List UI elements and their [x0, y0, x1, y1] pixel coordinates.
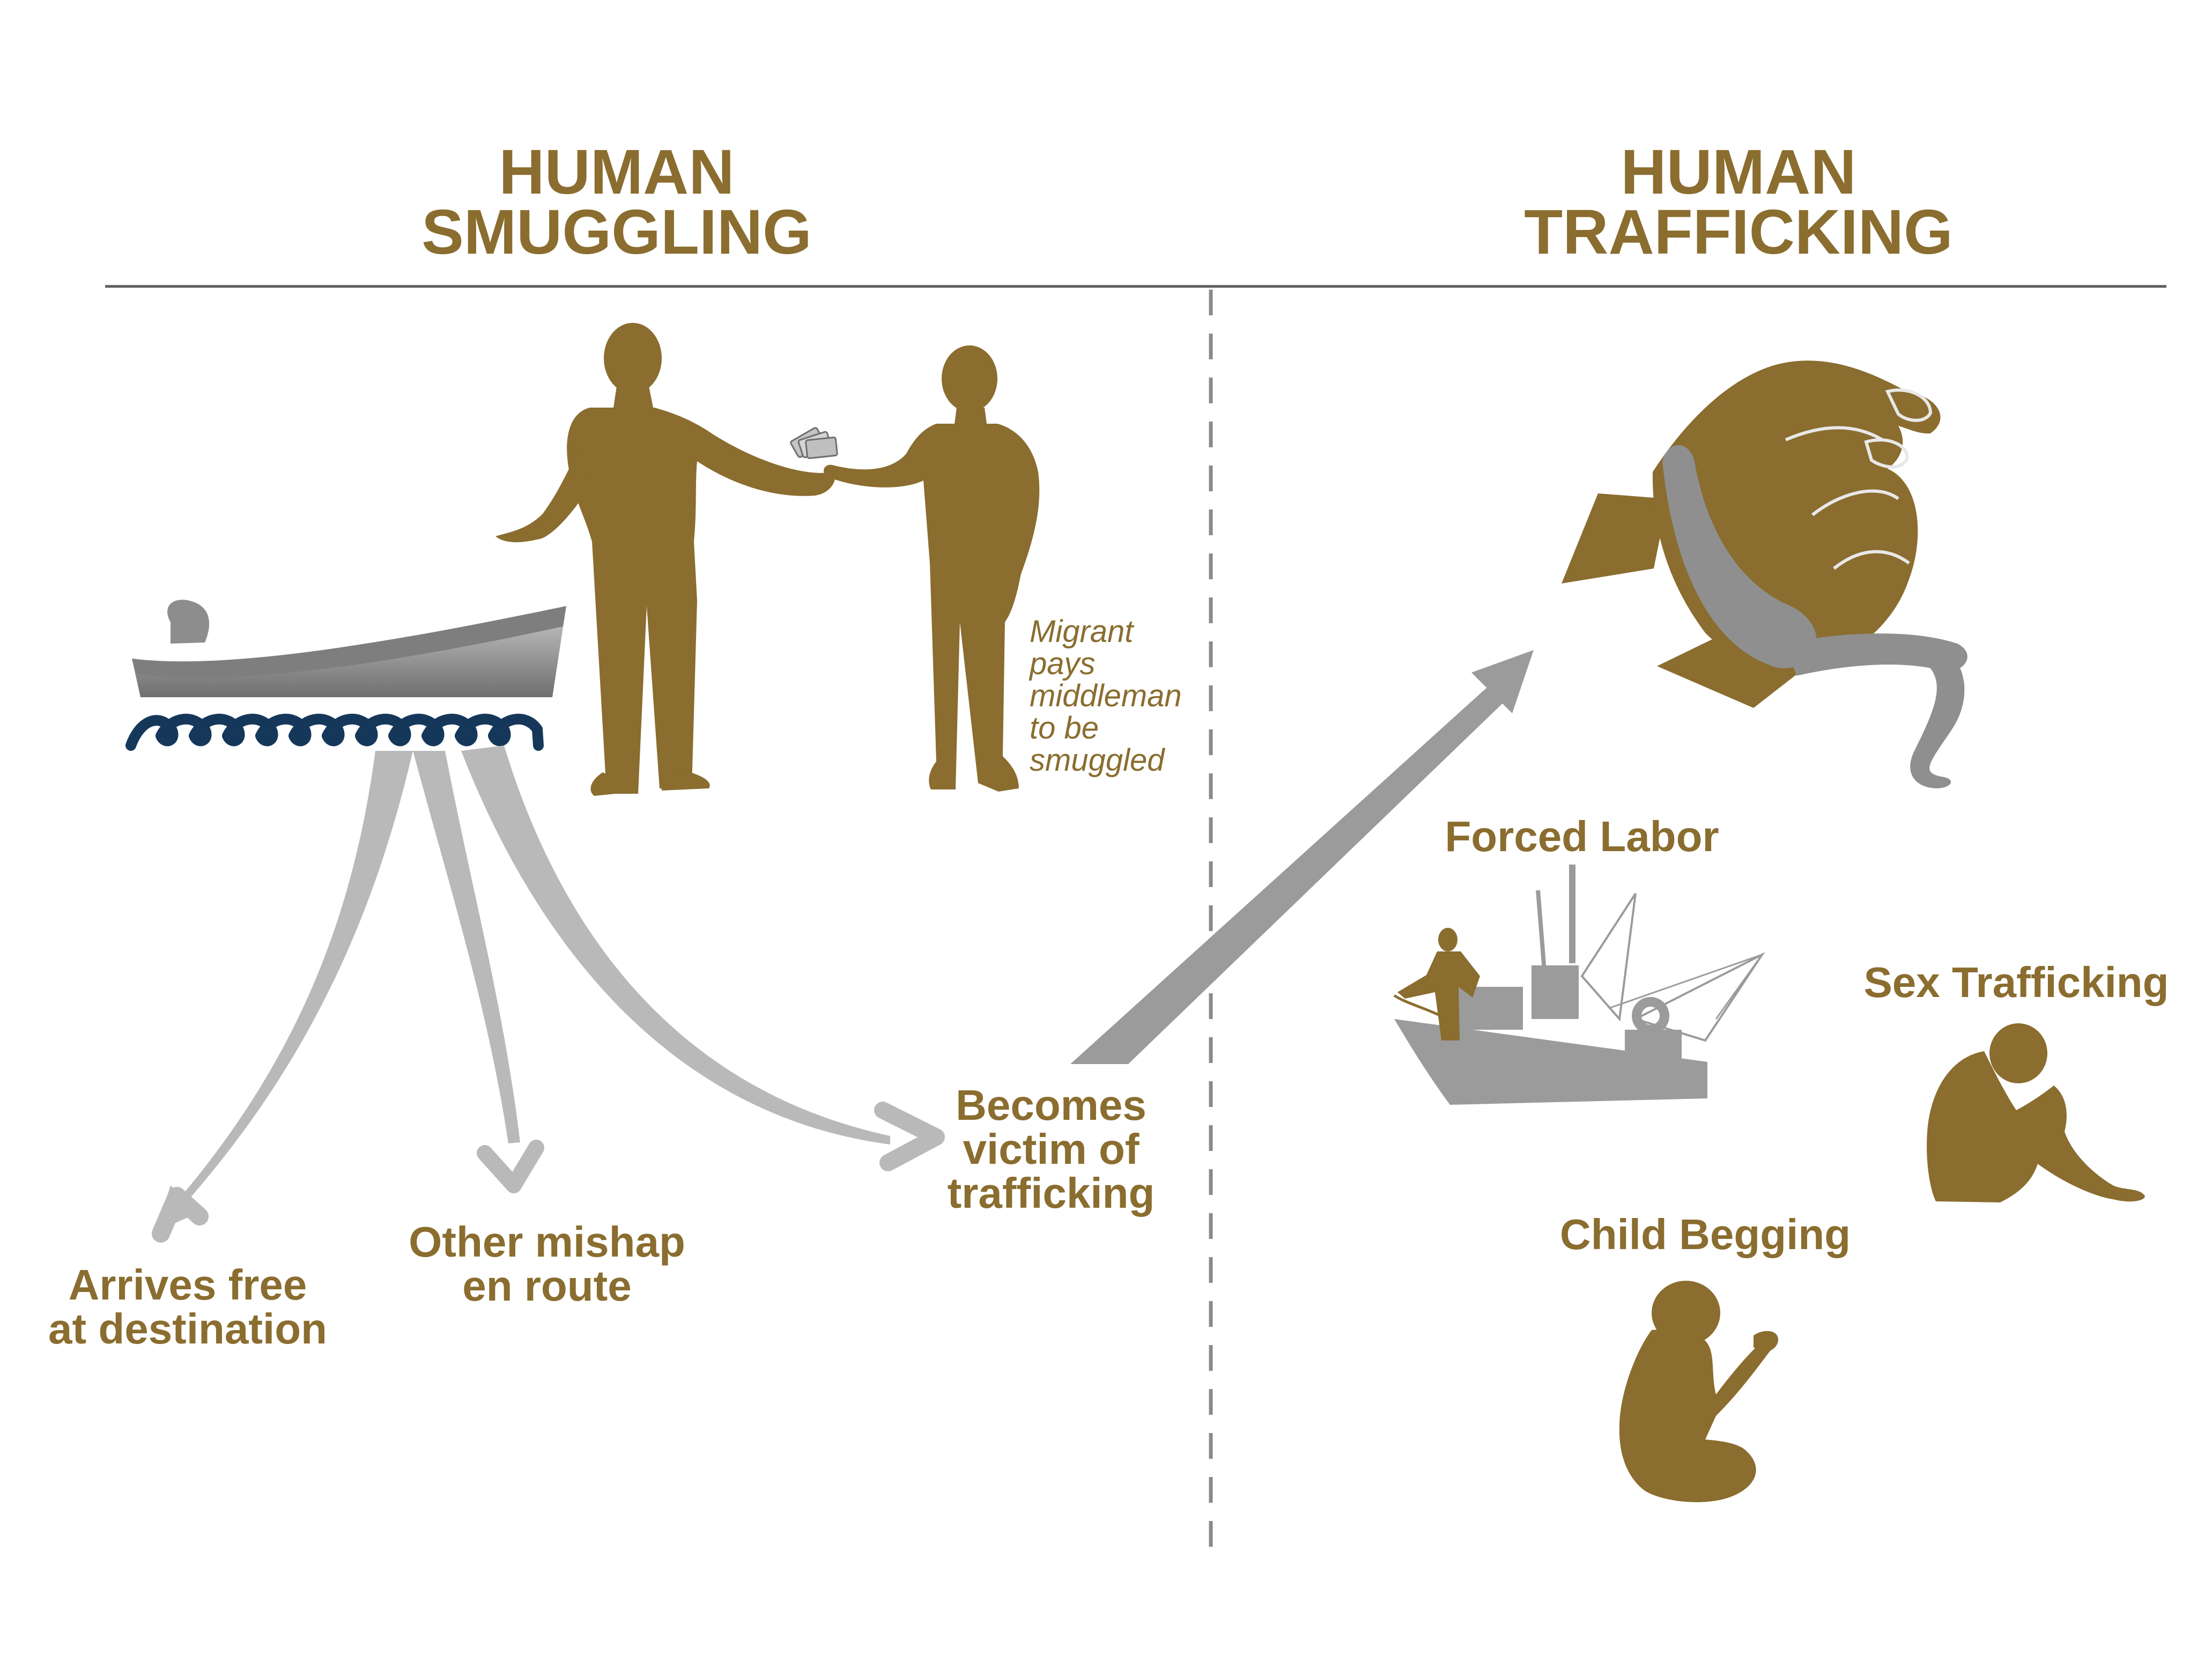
outcome-victim-line2: victim of: [963, 1125, 1140, 1173]
smuggler-icon: [495, 323, 835, 796]
smuggling-heading: HUMAN SMUGGLING: [322, 137, 912, 268]
category-child-begging: Child Begging: [1559, 1210, 1851, 1258]
smuggling-heading-line2: SMUGGLING: [421, 197, 812, 268]
arrow-mishap: [413, 751, 544, 1193]
category-forced-labor: Forced Labor: [1445, 813, 1719, 860]
crouching-person-icon: [1927, 1023, 2145, 1202]
outcome-victim-line1: Becomes: [956, 1081, 1146, 1129]
payment-note: Migrant pays middleman to be smuggled: [1030, 616, 1182, 777]
boat-icon: [125, 600, 566, 751]
bound-hands-icon: [1562, 360, 1967, 788]
outcome-arrives-free: Arrives free at destination: [32, 1263, 343, 1351]
payment-note-line: to be: [1030, 711, 1099, 745]
payment-note-line: Migrant: [1030, 614, 1134, 649]
arrow-arrives-free: [152, 751, 413, 1243]
payment-note-line: smuggled: [1030, 743, 1165, 778]
outcome-mishap-line1: Other mishap: [409, 1218, 685, 1266]
outcome-arrives-free-line1: Arrives free: [68, 1261, 307, 1309]
outcome-mishap: Other mishap en route: [397, 1220, 697, 1308]
child-begging-icon: [1619, 1281, 1779, 1502]
outcome-arrives-free-line2: at destination: [48, 1305, 328, 1353]
payment-note-line: middleman: [1030, 678, 1182, 713]
outcome-victim: Becomes victim of trafficking: [922, 1083, 1180, 1215]
outcome-victim-line3: trafficking: [947, 1169, 1155, 1217]
trafficking-heading-line1: HUMAN: [1621, 137, 1856, 208]
arrow-to-trafficking: [1070, 650, 1534, 1064]
fishing-boat-icon: [1393, 865, 1765, 1105]
money-icon: [790, 427, 838, 459]
category-sex-trafficking: Sex Trafficking: [1863, 958, 2169, 1006]
arrow-victim: [461, 745, 945, 1171]
migrant-icon: [823, 345, 1040, 792]
outcome-mishap-line2: en route: [462, 1262, 632, 1310]
trafficking-heading: HUMAN TRAFFICKING: [1444, 137, 2033, 268]
trafficking-heading-line2: TRAFFICKING: [1524, 197, 1953, 268]
payment-note-line: pays: [1030, 646, 1096, 681]
smuggling-heading-line1: HUMAN: [499, 137, 735, 208]
